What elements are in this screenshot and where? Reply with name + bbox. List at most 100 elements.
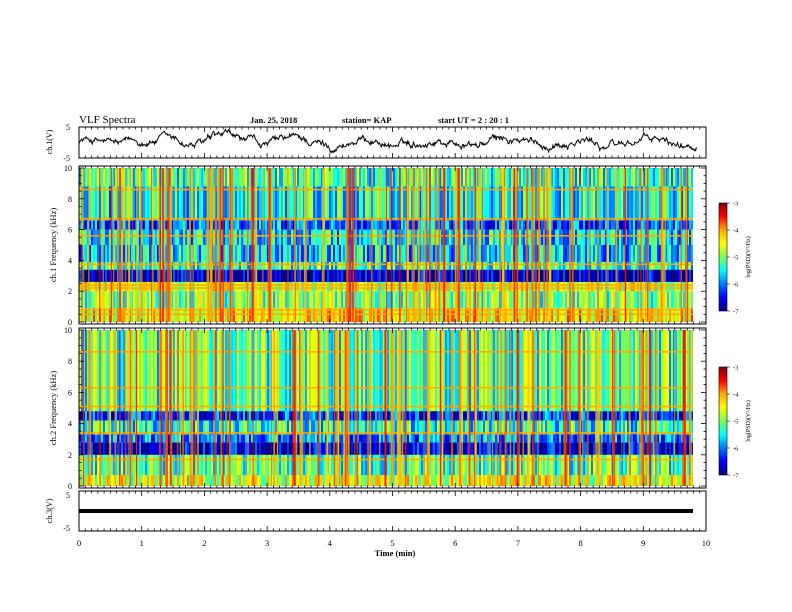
- spectrogram-cell: [353, 186, 356, 221]
- spectrogram-cell: [265, 434, 268, 443]
- spectrogram-cell: [441, 186, 444, 221]
- spectrogram-cell: [643, 291, 646, 309]
- spectrogram-cell: [405, 186, 408, 221]
- spectrogram-cell: [577, 281, 580, 292]
- spectrogram-cell: [665, 186, 668, 221]
- spectrogram-cell: [305, 475, 308, 486]
- spectrogram-cell: [341, 269, 344, 282]
- spectrogram-cell: [439, 269, 442, 282]
- spectrogram-cell: [263, 261, 266, 270]
- spectrogram-cell: [449, 434, 452, 443]
- spectrogram-cell: [291, 220, 294, 230]
- spectrogram-cell: [195, 186, 198, 221]
- spectrogram-cell: [179, 269, 182, 282]
- spectrogram-cell: [301, 261, 304, 270]
- spectrogram-cell: [221, 475, 224, 486]
- spectrogram-cell: [319, 220, 322, 230]
- spectrogram-cell: [521, 220, 524, 230]
- spectrogram-cell: [157, 220, 160, 230]
- spectrogram-cell: [291, 186, 294, 221]
- spectrogram-cell: [147, 245, 150, 262]
- spectrogram-cell: [629, 186, 632, 221]
- spectrogram-cell: [601, 291, 604, 309]
- spectrogram-cell: [115, 442, 118, 455]
- spectrogram-cell: [91, 291, 94, 309]
- spectrogram-cell: [519, 281, 522, 292]
- spectrogram-cell: [311, 454, 314, 476]
- spectrogram-cell: [115, 269, 118, 282]
- spectrogram-cell: [453, 261, 456, 270]
- spectrogram-cell: [315, 434, 318, 443]
- spectrogram-cell: [507, 454, 510, 476]
- spectrogram-cell: [415, 245, 418, 262]
- spectrogram-cell: [409, 269, 412, 282]
- spectrogram-cell: [243, 454, 246, 476]
- spectrogram-cell: [187, 261, 190, 270]
- spectrogram-cell: [123, 281, 126, 292]
- spectrogram-cell: [555, 245, 558, 262]
- spectrogram-cell: [79, 434, 82, 443]
- spectrogram-cell: [495, 269, 498, 282]
- spectrogram-cell: [301, 291, 304, 309]
- spectrogram-cell: [233, 186, 236, 221]
- spectrogram-cell: [143, 434, 146, 443]
- spectrogram-cell: [445, 261, 448, 270]
- spectrogram-cell: [553, 442, 556, 455]
- spectrogram-cell: [631, 434, 634, 443]
- sferic-streak: [88, 168, 90, 322]
- spectrogram-cell: [341, 186, 344, 221]
- spectrogram-cell: [657, 220, 660, 230]
- spectrogram-cell: [263, 291, 266, 309]
- spectrogram-cell: [559, 269, 562, 282]
- spectrogram-cell: [655, 261, 658, 270]
- spectrogram-cell: [585, 245, 588, 262]
- spectrogram-cell: [583, 434, 586, 443]
- spectrogram-cell: [563, 261, 566, 270]
- spectrogram-cell: [323, 475, 326, 486]
- spectrogram-cell: [387, 229, 390, 245]
- spectrogram-cell: [285, 220, 288, 230]
- spectrogram-cell: [653, 186, 656, 221]
- spectrogram-cell: [467, 261, 470, 270]
- spectrogram-cell: [543, 442, 546, 455]
- spectrogram-cell: [607, 291, 610, 309]
- spectrogram-cell: [333, 168, 336, 187]
- spectrogram-cell: [383, 291, 386, 309]
- spectrogram-cell: [461, 269, 464, 282]
- spectrogram-cell: [447, 220, 450, 230]
- spectrogram-cell: [97, 434, 100, 443]
- spectrogram-cell: [267, 220, 270, 230]
- spectrogram-cell: [641, 168, 644, 187]
- spectrogram-cell: [447, 442, 450, 455]
- spectrogram-cell: [191, 291, 194, 309]
- spectrogram-cell: [599, 229, 602, 245]
- spectrogram-cell: [285, 291, 288, 309]
- ch1-waveform-ticks: [78, 127, 707, 158]
- spectrogram-cell: [101, 454, 104, 476]
- spectrogram-cell: [473, 220, 476, 230]
- spectrogram-cell: [659, 291, 662, 309]
- spectrogram-cell: [593, 245, 596, 262]
- spectrogram-cell: [493, 220, 496, 230]
- spectrogram-cell: [529, 245, 532, 262]
- spectrogram-cell: [143, 269, 146, 282]
- spectrogram-cell: [625, 434, 628, 443]
- spectrogram-cell: [551, 220, 554, 230]
- spectrogram-cell: [565, 269, 568, 282]
- spectrogram-cell: [421, 291, 424, 309]
- spectrogram-cell: [237, 269, 240, 282]
- spectrogram-cell: [515, 269, 518, 282]
- spectrogram-cell: [505, 220, 508, 230]
- spectrogram-cell: [309, 245, 312, 262]
- spectrogram-cell: [605, 434, 608, 443]
- spectrogram-cell: [507, 245, 510, 262]
- spectrogram-cell: [517, 220, 520, 230]
- spectrogram-cell: [265, 454, 268, 476]
- spectrogram-cell: [695, 435, 697, 443]
- spectrogram-cell: [427, 245, 430, 262]
- spectrogram-cell: [491, 220, 494, 230]
- spectrogram-cell: [273, 245, 276, 262]
- spectrogram-cell: [175, 245, 178, 262]
- spectrogram-cell: [635, 229, 638, 245]
- spectrogram-cell: [137, 420, 140, 435]
